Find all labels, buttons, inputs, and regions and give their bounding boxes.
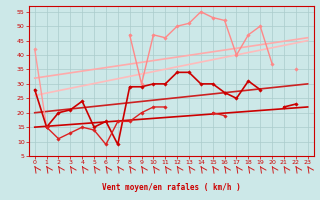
Text: Vent moyen/en rafales ( km/h ): Vent moyen/en rafales ( km/h ) (102, 184, 241, 192)
